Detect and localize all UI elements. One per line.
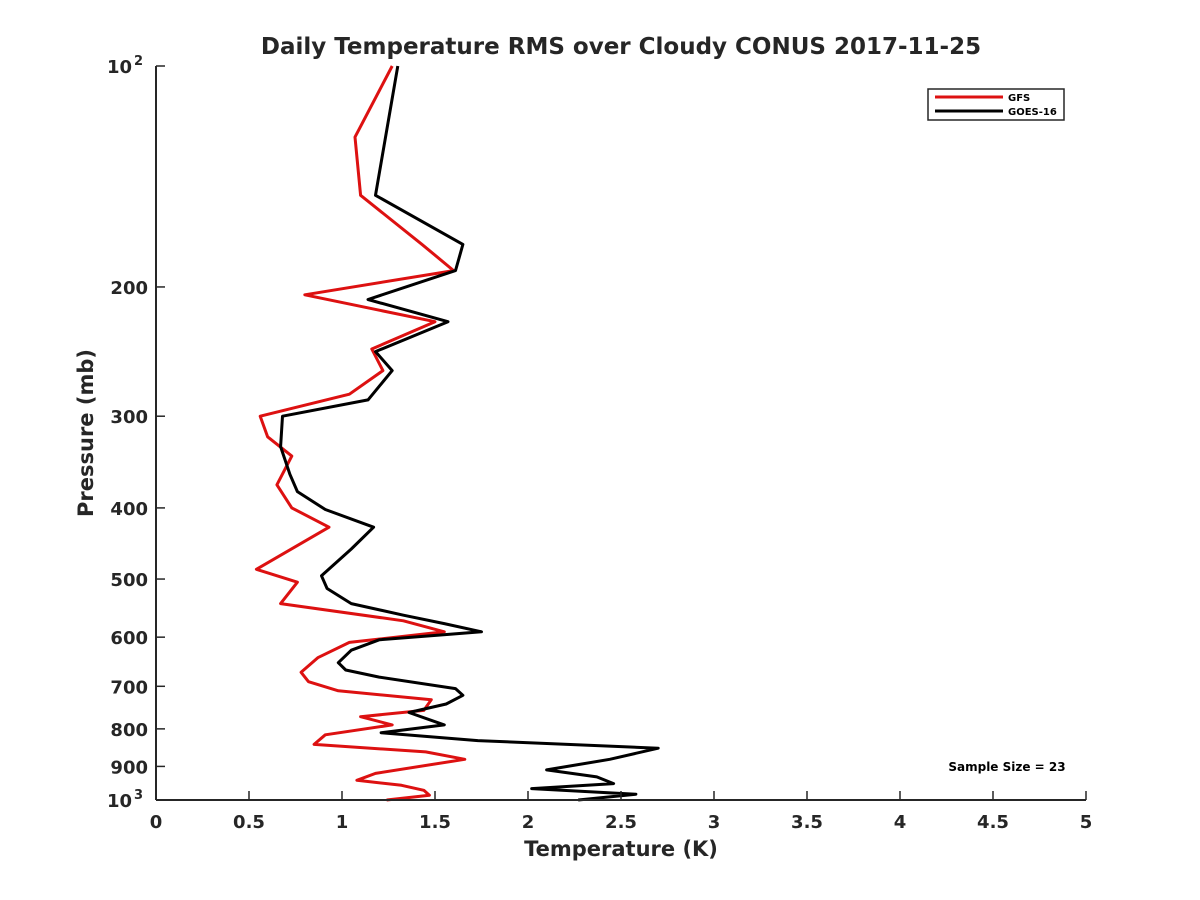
- y-tick-exponent: 2: [134, 54, 143, 69]
- x-tick-label: 5: [1080, 812, 1093, 833]
- legend-box: [927, 88, 1065, 121]
- y-tick-label: 700: [110, 677, 148, 698]
- y-tick-label: 200: [110, 278, 148, 299]
- x-tick-label: 1: [336, 812, 349, 833]
- y-tick-label: 800: [110, 720, 148, 741]
- y-tick-exponent: 3: [134, 788, 143, 803]
- chart-title: Daily Temperature RMS over Cloudy CONUS …: [261, 34, 981, 60]
- y-tick-label: 400: [110, 499, 148, 520]
- series-layer: [254, 65, 660, 802]
- series-line-gfs: [254, 65, 467, 802]
- y-tick-label: 10: [107, 791, 132, 812]
- axes: [155, 66, 1086, 801]
- y-tick-label: 500: [110, 570, 148, 591]
- y-tick-label: 300: [110, 407, 148, 428]
- y-tick-label: 900: [110, 757, 148, 778]
- x-axis-label: Temperature (K): [524, 837, 718, 861]
- series-line-goes-16: [279, 65, 660, 802]
- x-tick-label: 3.5: [791, 812, 823, 833]
- x-tick-label: 4.5: [977, 812, 1009, 833]
- x-tick-label: 4: [894, 812, 907, 833]
- x-tick-label: 1.5: [419, 812, 451, 833]
- x-tick-label: 2: [522, 812, 535, 833]
- x-tick-label: 0: [150, 812, 163, 833]
- legend: GFS GOES-16: [927, 88, 1065, 121]
- x-tick-label: 2.5: [605, 812, 637, 833]
- y-tick-label: 10: [107, 57, 132, 78]
- legend-label: GFS: [1008, 93, 1030, 104]
- y-tick-label: 600: [110, 628, 148, 649]
- sample-size-annotation: Sample Size = 23: [948, 760, 1065, 774]
- legend-label: GOES-16: [1008, 107, 1057, 118]
- x-tick-label: 3: [708, 812, 721, 833]
- y-axis-label: Pressure (mb): [74, 349, 98, 517]
- x-tick-label: 0.5: [233, 812, 265, 833]
- x-ticks: 0 0.5 1 1.5 2 2.5 3 3.5 4 4.5 5: [150, 791, 1093, 833]
